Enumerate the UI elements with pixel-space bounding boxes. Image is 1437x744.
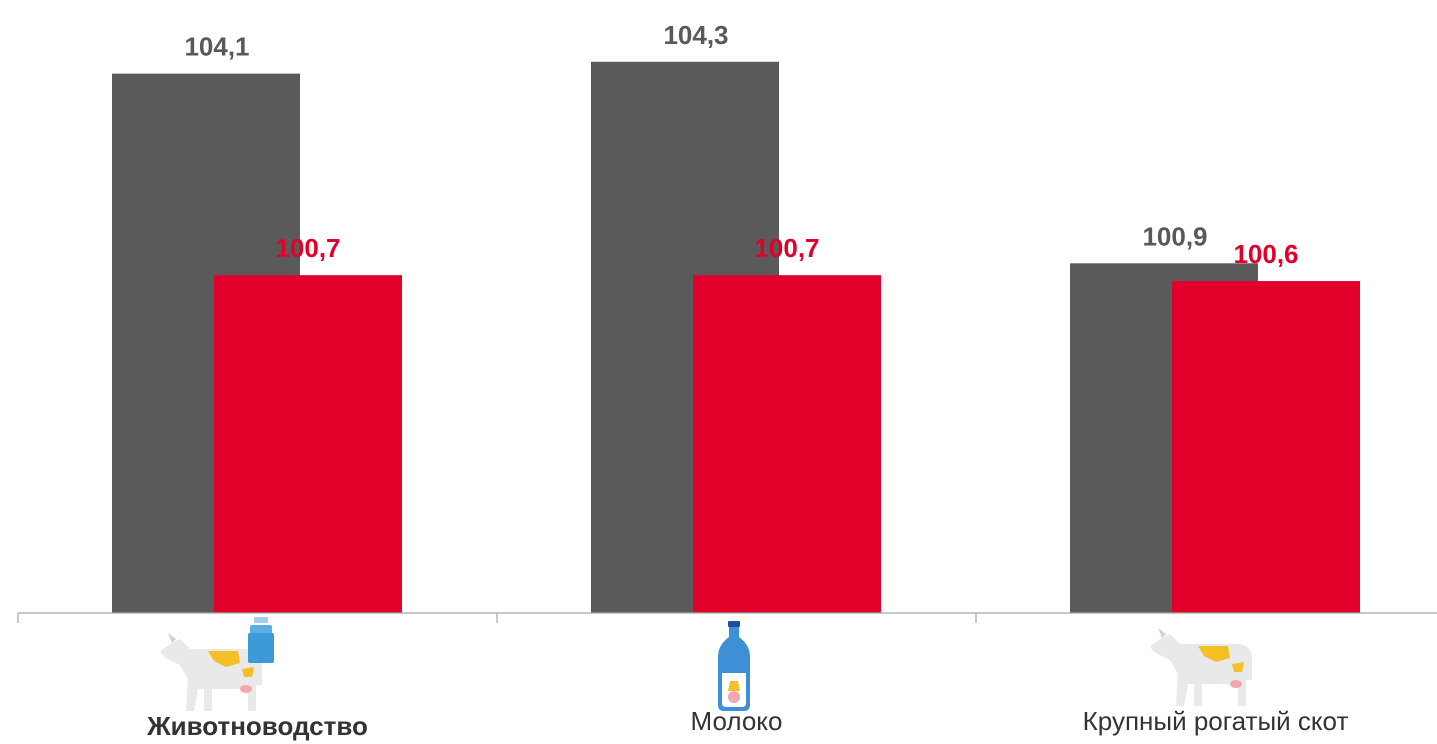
x-axis bbox=[17, 612, 1437, 623]
category-label-3: Крупный рогатый скот bbox=[1083, 706, 1349, 736]
bars-layer bbox=[112, 61, 1360, 613]
category-label-1: Животноводство bbox=[146, 711, 368, 741]
data-label-series2-2: 100,7 bbox=[754, 233, 819, 263]
value-labels-layer: 104,1 104,3 100,9 100,7 100,7 100,6 bbox=[184, 20, 1298, 269]
bar-series2-3 bbox=[1172, 281, 1360, 613]
data-label-series1-1: 104,1 bbox=[184, 32, 249, 62]
category-label-2: Молоко bbox=[691, 706, 783, 736]
bar-series2-2 bbox=[693, 275, 881, 613]
cow-icon bbox=[160, 633, 262, 711]
data-label-series1-2: 104,3 bbox=[663, 20, 728, 50]
category-labels-layer: Животноводство Молоко Крупный рогатый скот bbox=[146, 706, 1348, 741]
data-label-series2-1: 100,7 bbox=[275, 233, 340, 263]
data-label-series2-3: 100,6 bbox=[1233, 239, 1298, 269]
bar-series2-1 bbox=[214, 275, 402, 613]
milk-bottle-icon bbox=[718, 621, 750, 711]
cow-icon bbox=[1150, 628, 1252, 706]
data-label-series1-3: 100,9 bbox=[1142, 221, 1207, 251]
milk-can-icon bbox=[248, 617, 274, 663]
